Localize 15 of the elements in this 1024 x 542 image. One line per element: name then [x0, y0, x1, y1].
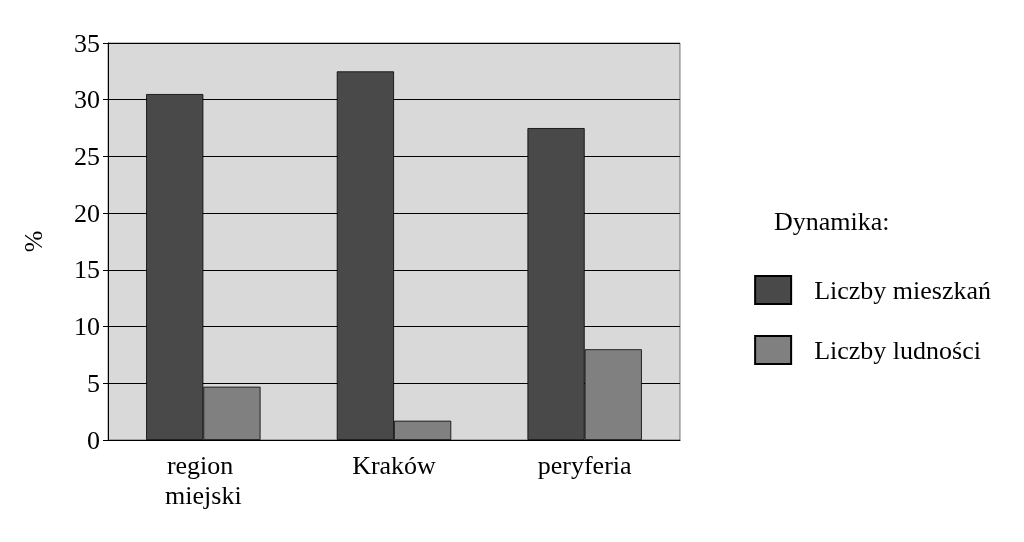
y-tick-label: 10 — [74, 312, 100, 342]
legend-label: Liczby ludności — [814, 335, 981, 365]
y-tick-label: 25 — [74, 141, 100, 171]
y-axis-title: % — [18, 230, 48, 253]
legend-label: Liczby mieszkań — [814, 275, 991, 305]
legend-title: Dynamika: — [774, 206, 890, 236]
x-tick-label: Kraków — [352, 450, 437, 480]
y-tick-label: 35 — [74, 28, 100, 58]
y-tick-label: 20 — [74, 198, 100, 228]
x-tick-label: region miejski — [165, 450, 242, 510]
x-tick-label: peryferia — [537, 450, 633, 480]
y-tick-label: 5 — [87, 368, 100, 398]
y-tick-label: 15 — [74, 255, 100, 285]
y-tick-label: 0 — [87, 425, 100, 455]
y-tick-label: 30 — [74, 85, 100, 115]
